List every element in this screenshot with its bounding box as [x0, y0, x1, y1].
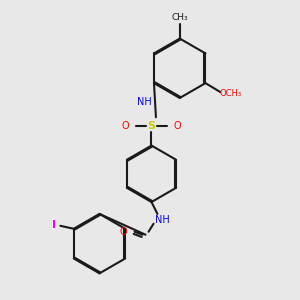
Text: OCH₃: OCH₃: [220, 89, 242, 98]
Text: NH: NH: [155, 215, 170, 225]
Text: O: O: [119, 227, 127, 237]
Text: NH: NH: [137, 97, 152, 107]
Text: O: O: [174, 121, 182, 131]
Text: S: S: [148, 121, 155, 131]
Text: O: O: [122, 121, 129, 131]
Text: CH₃: CH₃: [171, 13, 188, 22]
Text: I: I: [52, 220, 56, 230]
